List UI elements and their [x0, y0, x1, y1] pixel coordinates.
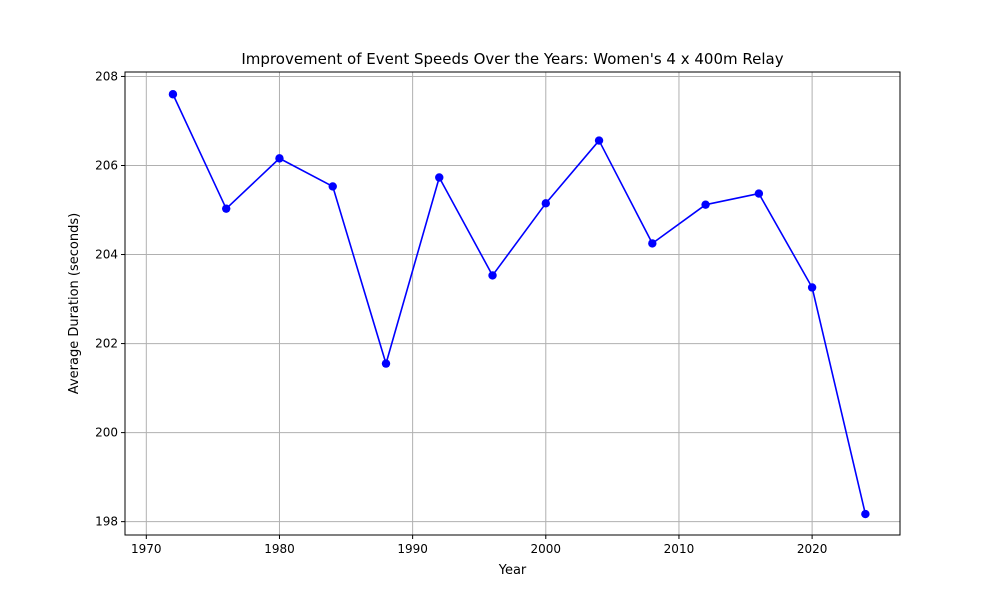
y-tick-label: 206	[95, 158, 118, 172]
y-tick-label: 198	[95, 515, 118, 529]
axis-ticks: 1970 1980 1990 2000 2010 2020 198 200 202 204 206 2…	[95, 69, 827, 556]
y-tick-label: 200	[95, 426, 118, 440]
x-axis-label: Year	[498, 563, 527, 578]
data-point	[222, 204, 231, 213]
x-tick-label: 2000	[531, 542, 562, 556]
data-point	[648, 239, 657, 248]
y-tick-label: 202	[95, 337, 118, 351]
x-tick-label: 2020	[797, 542, 828, 556]
data-point	[275, 154, 284, 163]
y-axis-label: Average Duration (seconds)	[67, 213, 82, 394]
y-tick-label: 208	[95, 69, 118, 83]
grid	[125, 72, 900, 535]
data-point	[541, 199, 550, 208]
y-tick-label: 204	[95, 248, 118, 262]
data-point	[168, 90, 178, 99]
data-point	[861, 509, 870, 519]
data-point	[488, 271, 497, 280]
chart-title: Improvement of Event Speeds Over the Yea…	[241, 50, 783, 68]
plot-frame	[124, 71, 901, 536]
data-point	[328, 182, 337, 191]
data-point	[381, 359, 391, 368]
data-point	[701, 200, 710, 209]
data-point	[435, 173, 444, 182]
x-tick-label: 1980	[264, 542, 295, 556]
data-point	[807, 283, 817, 292]
x-tick-label: 2010	[664, 542, 695, 556]
x-tick-label: 1990	[397, 542, 428, 556]
data-point	[594, 136, 604, 145]
series-line	[172, 93, 867, 515]
data-series	[168, 90, 870, 519]
data-point	[754, 189, 764, 198]
x-tick-label: 1970	[131, 542, 162, 556]
